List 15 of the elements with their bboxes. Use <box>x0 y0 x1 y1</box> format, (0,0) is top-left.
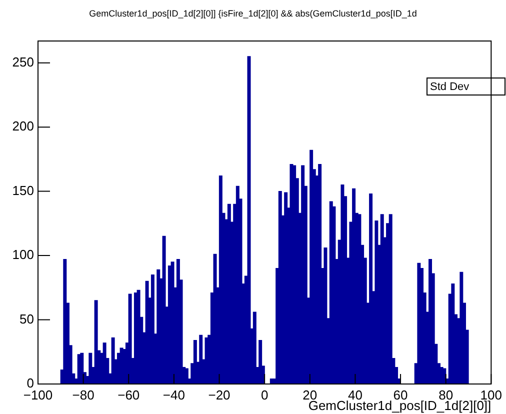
y-tick-label: 150 <box>12 182 34 198</box>
x-tick-label: −60 <box>118 387 140 402</box>
x-tick-label: −20 <box>208 387 230 402</box>
y-tick-label: 250 <box>12 54 34 70</box>
x-tick-label: 60 <box>393 387 408 402</box>
y-tick-label: 200 <box>12 118 34 134</box>
y-tick-label: 50 <box>20 311 34 326</box>
x-tick-label: −80 <box>72 387 94 402</box>
chart-title: GemCluster1d_pos[ID_1d[2][0]] {isFire_1d[2][0] && abs(GemCluster1d_pos[ID_1d <box>89 8 417 18</box>
x-tick-label: −40 <box>162 387 185 402</box>
x-tick-label: 40 <box>348 387 362 402</box>
x-tick-label: 0 <box>260 387 268 402</box>
annotation: Std Dev <box>430 81 470 94</box>
x-tick-label: 80 <box>438 387 454 402</box>
y-tick-label: 100 <box>12 247 34 262</box>
